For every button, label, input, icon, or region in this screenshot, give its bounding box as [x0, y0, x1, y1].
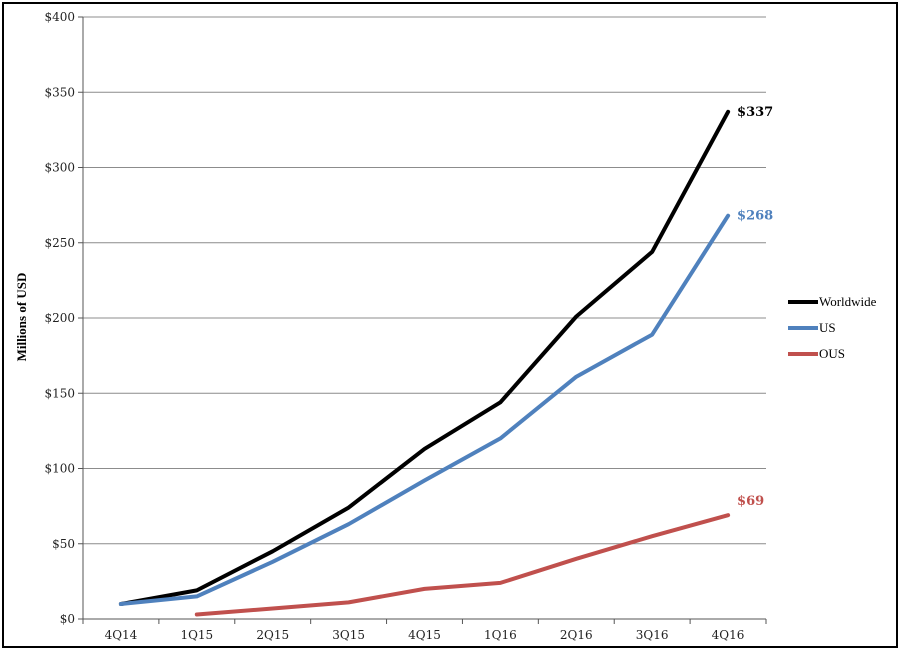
y-axis-label: Millions of USD — [14, 273, 29, 362]
x-tick-label: 1Q16 — [484, 628, 517, 642]
x-tick-label: 4Q14 — [105, 628, 138, 642]
legend-label-ous: OUS — [819, 346, 845, 361]
y-tick-label: $250 — [44, 236, 75, 250]
data-label-us: $268 — [737, 209, 773, 224]
y-tick-label: $200 — [44, 311, 75, 325]
x-axis-ticks: 4Q14 1Q15 2Q15 3Q15 4Q15 1Q16 2Q16 3Q16 4Q16 — [82, 619, 767, 642]
y-tick-label: $300 — [44, 161, 75, 175]
series-line-us — [118, 213, 731, 606]
x-tick-label: 2Q15 — [256, 628, 289, 642]
x-tick-label: 2Q16 — [560, 628, 593, 642]
x-tick-label: 3Q16 — [636, 628, 669, 642]
x-tick-label: 4Q15 — [408, 628, 441, 642]
x-tick-label: 3Q15 — [332, 628, 365, 642]
y-tick-label: $100 — [44, 462, 75, 476]
line-chart: $0 $50 $100 $150 $200 $250 $300 $350 $400 4Q14 1Q… — [14, 10, 877, 642]
series-line-worldwide — [118, 109, 731, 606]
legend-label-us: US — [819, 320, 836, 335]
legend: Worldwide US OUS — [788, 294, 877, 361]
series-lines — [118, 109, 731, 617]
x-tick-label: 4Q16 — [712, 628, 745, 642]
data-label-worldwide: $337 — [737, 105, 773, 120]
axes — [82, 17, 766, 620]
y-axis-ticks: $0 $50 $100 $150 $200 $250 $300 $350 $400 — [44, 10, 83, 626]
data-label-ous: $69 — [737, 494, 764, 509]
gridlines — [83, 16, 766, 545]
series-end-labels: $337 $268 $69 — [737, 105, 773, 509]
y-tick-label: $350 — [44, 85, 75, 99]
y-tick-label: $0 — [60, 612, 75, 626]
series-line-ous — [194, 513, 731, 617]
y-tick-label: $400 — [44, 10, 75, 24]
x-tick-label: 1Q15 — [180, 628, 213, 642]
y-tick-label: $150 — [44, 386, 75, 400]
legend-label-worldwide: Worldwide — [819, 294, 877, 309]
y-tick-label: $50 — [52, 537, 75, 551]
